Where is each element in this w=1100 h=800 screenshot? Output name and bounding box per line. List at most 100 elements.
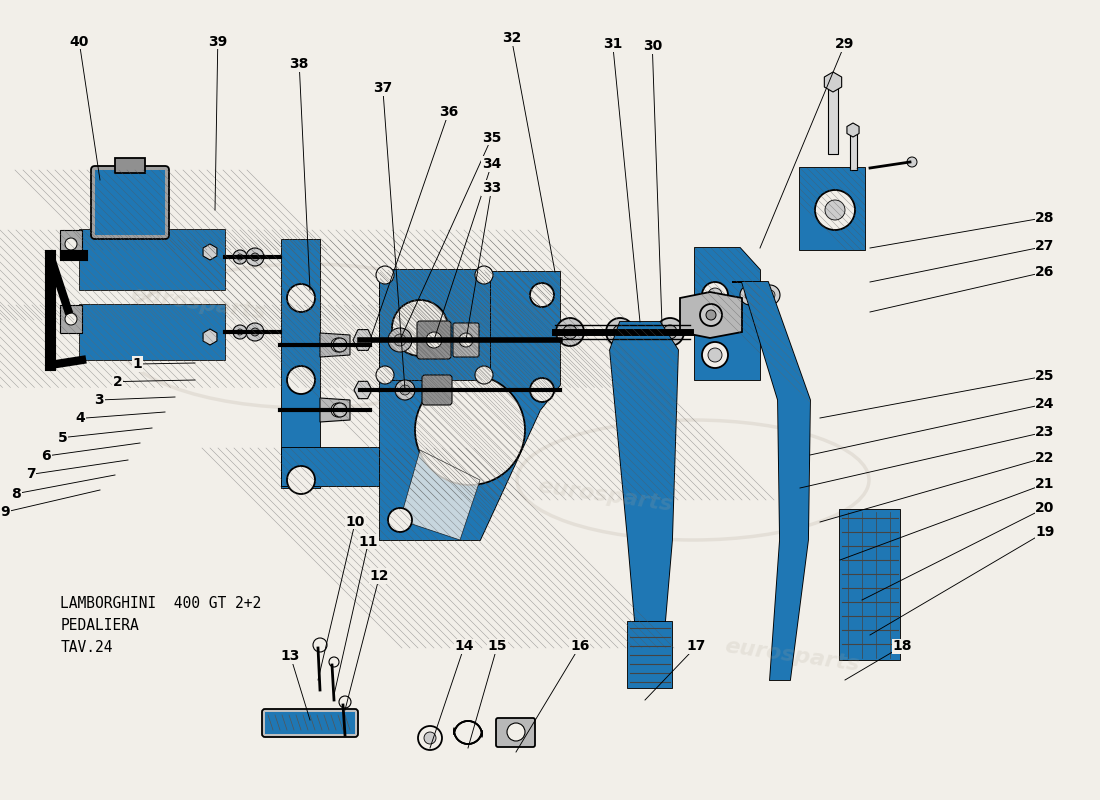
Text: 10: 10	[345, 514, 365, 529]
Text: 12: 12	[370, 569, 389, 583]
Polygon shape	[379, 270, 490, 380]
Circle shape	[475, 366, 493, 384]
Bar	[282, 448, 440, 486]
Text: 37: 37	[373, 81, 393, 95]
Circle shape	[815, 190, 855, 230]
Circle shape	[530, 378, 554, 402]
Circle shape	[246, 248, 264, 266]
Text: 25: 25	[1035, 369, 1055, 383]
Polygon shape	[400, 450, 480, 540]
Text: 40: 40	[69, 34, 89, 49]
Circle shape	[745, 290, 755, 300]
Text: 28: 28	[1035, 210, 1055, 225]
Circle shape	[708, 348, 722, 362]
Text: 33: 33	[482, 181, 502, 195]
Bar	[95, 170, 165, 235]
Text: 5: 5	[58, 430, 67, 445]
Circle shape	[530, 283, 554, 307]
Text: PEDALIERA: PEDALIERA	[60, 618, 140, 633]
Polygon shape	[320, 398, 350, 422]
Text: 3: 3	[95, 393, 103, 407]
Text: 1: 1	[133, 357, 142, 371]
Circle shape	[251, 328, 258, 336]
Polygon shape	[320, 333, 350, 357]
Circle shape	[475, 266, 493, 284]
Polygon shape	[628, 622, 672, 688]
Polygon shape	[379, 270, 490, 380]
Polygon shape	[800, 168, 865, 250]
Text: LAMBORGHINI  400 GT 2+2: LAMBORGHINI 400 GT 2+2	[60, 596, 262, 611]
Polygon shape	[628, 622, 672, 688]
Text: 38: 38	[289, 57, 309, 71]
Circle shape	[376, 266, 394, 284]
Text: 17: 17	[686, 639, 706, 654]
Circle shape	[339, 696, 351, 708]
Text: 35: 35	[482, 130, 502, 145]
Circle shape	[388, 508, 412, 532]
Polygon shape	[840, 510, 900, 660]
Bar	[80, 230, 226, 290]
FancyBboxPatch shape	[453, 323, 478, 357]
Circle shape	[708, 288, 722, 302]
Bar	[116, 158, 145, 173]
Circle shape	[663, 325, 676, 339]
FancyBboxPatch shape	[91, 166, 169, 239]
Text: 18: 18	[892, 639, 912, 654]
Text: 14: 14	[454, 639, 474, 654]
Circle shape	[331, 338, 345, 352]
Polygon shape	[353, 330, 373, 350]
Circle shape	[606, 318, 634, 346]
Text: 2: 2	[113, 374, 122, 389]
Circle shape	[233, 250, 248, 264]
Circle shape	[236, 329, 243, 335]
Polygon shape	[824, 72, 842, 92]
Bar	[282, 240, 320, 488]
Text: 9: 9	[1, 505, 10, 519]
Text: 30: 30	[642, 39, 662, 54]
Circle shape	[706, 310, 716, 320]
Text: 19: 19	[1035, 525, 1055, 539]
FancyBboxPatch shape	[417, 321, 451, 359]
Text: 21: 21	[1035, 477, 1055, 491]
Text: 24: 24	[1035, 397, 1055, 411]
Circle shape	[333, 338, 346, 352]
Circle shape	[418, 726, 442, 750]
Polygon shape	[695, 248, 760, 380]
Circle shape	[388, 283, 412, 307]
Text: 32: 32	[502, 31, 521, 46]
Circle shape	[563, 325, 578, 339]
Bar	[80, 305, 226, 360]
Circle shape	[287, 284, 315, 312]
Text: 13: 13	[280, 649, 300, 663]
Bar	[850, 130, 857, 170]
Text: 6: 6	[42, 449, 51, 463]
Circle shape	[750, 285, 770, 305]
Circle shape	[394, 334, 406, 346]
Circle shape	[764, 290, 776, 300]
Circle shape	[908, 157, 917, 167]
Polygon shape	[610, 322, 678, 680]
Circle shape	[556, 318, 584, 346]
Circle shape	[702, 282, 728, 308]
Circle shape	[331, 403, 345, 417]
Circle shape	[415, 375, 525, 485]
Circle shape	[392, 300, 448, 356]
Bar	[80, 305, 226, 360]
Text: 7: 7	[26, 467, 35, 482]
Text: 29: 29	[835, 37, 855, 51]
Bar	[282, 448, 440, 486]
Polygon shape	[204, 329, 217, 345]
Text: eurosparts: eurosparts	[723, 637, 861, 675]
Polygon shape	[840, 510, 900, 660]
Circle shape	[400, 385, 410, 395]
Text: 31: 31	[603, 37, 623, 51]
Polygon shape	[354, 382, 372, 398]
Circle shape	[287, 466, 315, 494]
Polygon shape	[610, 322, 678, 680]
Bar	[60, 230, 82, 258]
Text: 4: 4	[76, 411, 85, 426]
Circle shape	[700, 304, 722, 326]
Circle shape	[333, 403, 346, 417]
Circle shape	[424, 732, 436, 744]
Polygon shape	[379, 272, 560, 540]
